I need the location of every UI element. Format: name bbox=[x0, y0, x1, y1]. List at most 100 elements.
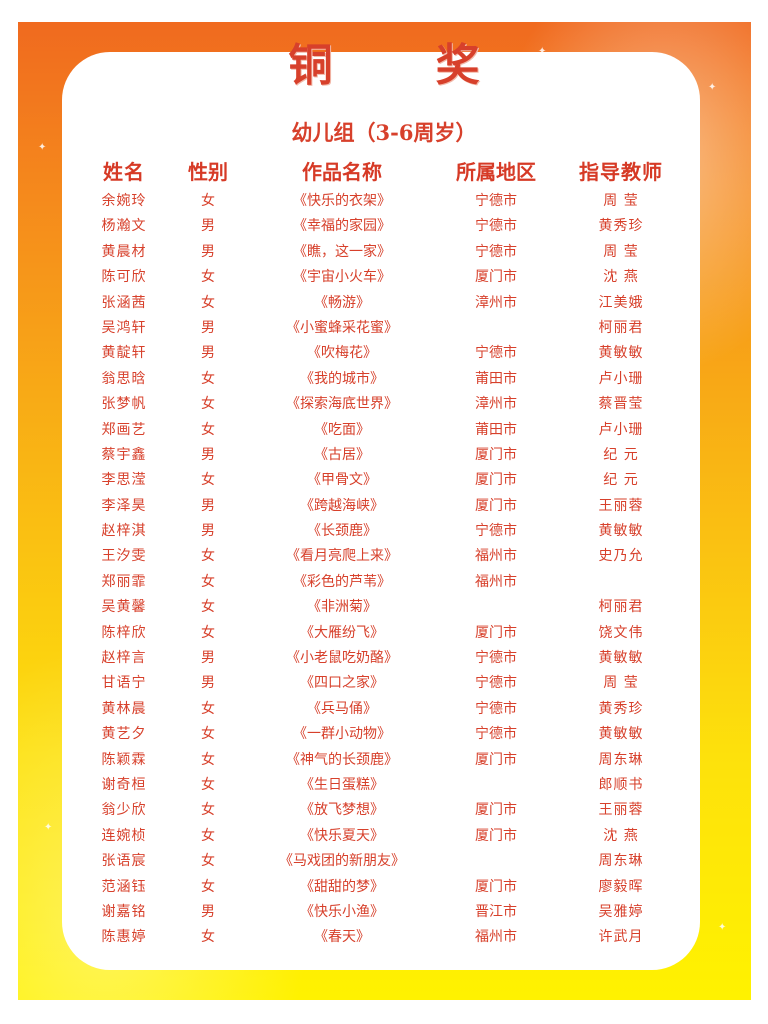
table-row: 张语宸 女 《马戏团的新朋友》 周东琳 bbox=[0, 849, 768, 874]
cell-name: 谢嘉铭 bbox=[101, 903, 147, 920]
cell-teacher: 黄秀珍 bbox=[598, 218, 644, 235]
cell-teacher: 纪 元 bbox=[603, 472, 639, 489]
sparkle-icon: ✦ bbox=[718, 922, 727, 933]
cell-teacher: 黄敏敏 bbox=[598, 650, 644, 667]
cell-work: 《甲骨文》 bbox=[307, 472, 377, 489]
cell-teacher: 黄秀珍 bbox=[598, 700, 644, 717]
group-subtitle: 幼儿组（3-6周岁） bbox=[291, 120, 477, 145]
cell-gender: 女 bbox=[201, 853, 215, 870]
cell-teacher: 柯丽君 bbox=[598, 599, 644, 616]
cell-work: 《神气的长颈鹿》 bbox=[286, 751, 398, 768]
cell-region: 宁德市 bbox=[475, 243, 517, 260]
table-row: 黄艺夕 女 《一群小动物》 宁德市 黄敏敏 bbox=[0, 722, 768, 747]
cell-work: 《春天》 bbox=[314, 929, 370, 946]
cell-work: 《甜甜的梦》 bbox=[300, 878, 384, 895]
table-header: 姓名 性别 作品名称 所属地区 指导教师 bbox=[0, 155, 768, 189]
cell-gender: 女 bbox=[201, 421, 215, 438]
cell-region: 福州市 bbox=[475, 573, 517, 590]
table-row: 赵梓言 男 《小老鼠吃奶酪》 宁德市 黄敏敏 bbox=[0, 646, 768, 671]
cell-gender: 男 bbox=[201, 675, 215, 692]
cell-gender: 女 bbox=[201, 802, 215, 819]
cell-region: 莆田市 bbox=[475, 421, 517, 438]
cell-region: 宁德市 bbox=[475, 345, 517, 362]
cell-region: 晋江市 bbox=[475, 903, 517, 920]
cell-region: 厦门市 bbox=[475, 497, 517, 514]
table-row: 连婉桢 女 《快乐夏天》 厦门市 沈 燕 bbox=[0, 824, 768, 849]
table-row: 吴黄馨 女 《非洲菊》 柯丽君 bbox=[0, 595, 768, 620]
cell-teacher: 周 莹 bbox=[603, 193, 639, 209]
cell-teacher: 黄敏敏 bbox=[598, 523, 644, 540]
cell-region: 漳州市 bbox=[475, 396, 517, 413]
cell-region: 厦门市 bbox=[475, 446, 517, 463]
cell-work: 《看月亮爬上来》 bbox=[286, 548, 398, 565]
cell-gender: 女 bbox=[201, 294, 215, 311]
table-row: 王汐雯 女 《看月亮爬上来》 福州市 史乃允 bbox=[0, 544, 768, 569]
cell-gender: 男 bbox=[201, 218, 215, 235]
poster-background: ✦ ✦ ✦ ✦ ✦ ✦ bbox=[18, 22, 751, 1000]
cell-work: 《古居》 bbox=[314, 446, 370, 463]
cell-region: 宁德市 bbox=[475, 700, 517, 717]
cell-teacher: 廖毅晖 bbox=[598, 878, 644, 895]
cell-name: 吴黄馨 bbox=[101, 599, 147, 616]
table-row: 陈惠婷 女 《春天》 福州市 许武月 bbox=[0, 925, 768, 950]
table-row: 谢嘉铭 男 《快乐小渔》 晋江市 吴雅婷 bbox=[0, 900, 768, 925]
cell-region: 福州市 bbox=[475, 929, 517, 946]
cell-teacher: 郎顺书 bbox=[598, 776, 644, 793]
cell-name: 翁思晗 bbox=[101, 370, 147, 387]
cell-work: 《四口之家》 bbox=[300, 675, 384, 692]
award-title: 铜 奖 bbox=[288, 40, 524, 91]
table-row: 郑画艺 女 《吃面》 莆田市 卢小珊 bbox=[0, 418, 768, 443]
cell-gender: 男 bbox=[201, 345, 215, 362]
cell-name: 黄靛轩 bbox=[101, 345, 147, 362]
cell-name: 李泽昊 bbox=[101, 497, 147, 514]
cell-work: 《长颈鹿》 bbox=[307, 523, 377, 540]
cell-region: 厦门市 bbox=[475, 827, 517, 844]
cell-region: 厦门市 bbox=[475, 878, 517, 895]
cell-teacher: 卢小珊 bbox=[598, 421, 644, 438]
cell-region: 厦门市 bbox=[475, 472, 517, 489]
cell-name: 黄晨材 bbox=[101, 243, 147, 260]
cell-name: 陈梓欣 bbox=[101, 624, 147, 641]
header-region: 所属地区 bbox=[456, 160, 536, 184]
cell-gender: 女 bbox=[201, 929, 215, 946]
cell-name: 陈颖霖 bbox=[101, 751, 147, 768]
cell-work: 《跨越海峡》 bbox=[300, 497, 384, 514]
cell-name: 黄林晨 bbox=[101, 700, 147, 717]
cell-work: 《快乐夏天》 bbox=[300, 827, 384, 844]
table-row: 赵梓淇 男 《长颈鹿》 宁德市 黄敏敏 bbox=[0, 519, 768, 544]
cell-region: 宁德市 bbox=[475, 675, 517, 692]
cell-region: 宁德市 bbox=[475, 726, 517, 743]
cell-gender: 男 bbox=[201, 523, 215, 540]
cell-teacher: 沈 燕 bbox=[603, 827, 639, 844]
winners-table: 姓名 性别 作品名称 所属地区 指导教师 余婉玲女《快乐的衣架》 宁德市周 莹杨瀚… bbox=[0, 155, 768, 951]
cell-work: 《我的城市》 bbox=[300, 370, 384, 387]
cell-gender: 女 bbox=[201, 269, 215, 286]
cell-work: 《彩色的芦苇》 bbox=[293, 573, 391, 590]
cell-work: 《小蜜蜂采花蜜》 bbox=[286, 319, 398, 336]
cell-gender: 女 bbox=[201, 878, 215, 895]
cell-teacher: 周东琳 bbox=[598, 853, 644, 870]
header-teacher: 指导教师 bbox=[579, 160, 663, 184]
cell-work: 《幸福的家园》 bbox=[293, 218, 391, 235]
cell-teacher: 黄敏敏 bbox=[598, 726, 644, 743]
cell-name: 蔡宇鑫 bbox=[101, 446, 147, 463]
cell-teacher: 周 莹 bbox=[603, 675, 639, 692]
table-row: 陈可欣 女 《宇宙小火车》 厦门市 沈 燕 bbox=[0, 265, 768, 290]
cell-work: 《吹梅花》 bbox=[307, 345, 377, 362]
cell-name: 范涵钰 bbox=[101, 878, 147, 895]
cell-name: 赵梓言 bbox=[101, 650, 147, 667]
cell-gender: 男 bbox=[201, 446, 215, 463]
cell-teacher: 江美娥 bbox=[598, 294, 644, 311]
cell-gender: 男 bbox=[201, 497, 215, 514]
cell-gender: 女 bbox=[201, 776, 215, 793]
cell-region: 宁德市 bbox=[475, 523, 517, 540]
cell-name: 郑画艺 bbox=[101, 421, 147, 438]
cell-work: 《探索海底世界》 bbox=[286, 396, 398, 413]
cell-name: 吴鸿轩 bbox=[101, 319, 147, 336]
cell-work: 《马戏团的新朋友》 bbox=[279, 853, 405, 870]
cell-gender: 女 bbox=[201, 573, 215, 590]
cell-gender: 女 bbox=[201, 726, 215, 743]
cell-teacher: 王丽蓉 bbox=[598, 802, 644, 819]
cell-name: 陈可欣 bbox=[101, 269, 147, 286]
sparkle-icon: ✦ bbox=[38, 142, 47, 153]
